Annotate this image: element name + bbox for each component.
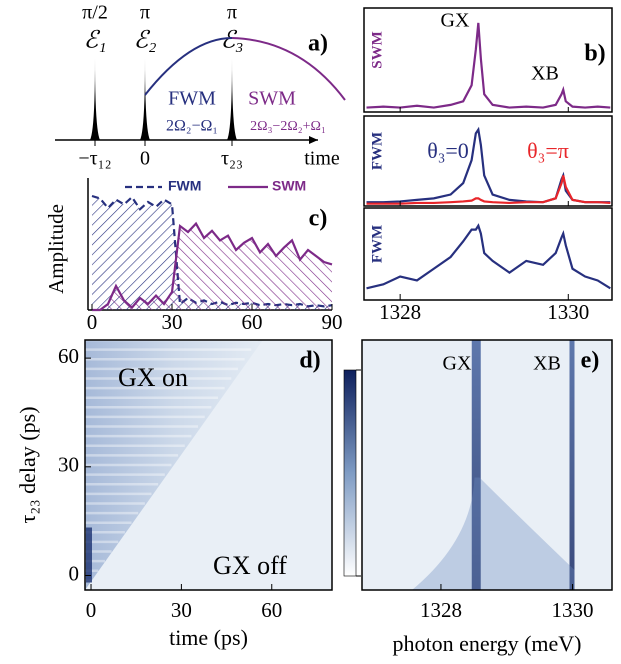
panel-label: d)	[299, 348, 320, 374]
y-label: FWM	[369, 225, 385, 263]
y-tick-label: 60	[58, 344, 79, 368]
annotation: GX	[443, 353, 472, 375]
pulse	[140, 58, 150, 140]
y-tick-label: 30	[58, 453, 79, 477]
panel-label: b)	[584, 41, 605, 67]
annotation: XB	[531, 63, 559, 85]
label: SWM	[248, 88, 296, 110]
x-tick-label: 90	[322, 310, 343, 334]
label: ℰ₂	[134, 28, 157, 54]
heatmap-line	[471, 340, 481, 590]
y-tick-label: 0	[69, 561, 80, 585]
x-tick-label: 1330	[547, 300, 589, 324]
heatmap-spot	[86, 527, 92, 583]
axis-label: time (ps)	[169, 625, 248, 650]
signal-curve	[144, 37, 233, 96]
label: ℰ₃	[221, 28, 244, 54]
pulse	[90, 58, 100, 140]
legend-entry: θ₃=0	[427, 138, 469, 163]
label: π	[227, 2, 237, 24]
y-label: FWM	[369, 132, 385, 170]
heatmap-region	[85, 340, 263, 590]
legend-entry: θ₃=π	[527, 138, 569, 163]
x-tick-label: 60	[242, 310, 263, 334]
x-tick-label: 1330	[552, 598, 594, 622]
frame	[363, 115, 613, 207]
axis-label: time	[304, 148, 340, 170]
axis-label: photon energy (meV)	[393, 631, 582, 656]
colorbar	[343, 369, 357, 577]
x-tick-label: 30	[162, 310, 183, 334]
frame	[84, 339, 333, 591]
annotation: XB	[533, 353, 561, 375]
panel-label: e)	[581, 348, 600, 374]
annotation: GX off	[213, 551, 287, 580]
label: 2Ω₂−Ω₁	[166, 118, 218, 135]
heatmap-flare	[412, 477, 575, 590]
panel-label: c)	[309, 206, 328, 232]
label: 2Ω₃−2Ω₂+Ω₁	[250, 119, 326, 134]
panel-label: a)	[308, 31, 328, 57]
frame	[361, 339, 613, 591]
frame	[363, 7, 613, 113]
frame	[363, 207, 613, 301]
hatched-area	[92, 196, 332, 310]
label: FWM	[168, 88, 216, 110]
signal-curve	[231, 37, 346, 101]
series-line	[366, 126, 611, 204]
hatched-area	[92, 223, 332, 310]
pulse	[227, 58, 237, 140]
axis-label: τ₂₃ delay (ps)	[15, 406, 40, 523]
y-label: Amplitude	[44, 204, 68, 294]
x-tick-label: 0	[87, 310, 98, 334]
x-tick-label: 60	[261, 598, 282, 622]
label: ℰ₁	[84, 28, 107, 54]
label: −τ₁₂	[78, 148, 111, 170]
legend-entry: FWM	[168, 178, 201, 194]
label: 0	[140, 148, 150, 170]
annotation: GX on	[118, 363, 188, 392]
series-line	[366, 223, 611, 290]
series-line	[366, 22, 611, 109]
label: π/2	[82, 2, 108, 24]
annotation: GX	[441, 10, 470, 32]
label: τ₂₃	[221, 148, 243, 170]
heatmap-line	[569, 340, 575, 590]
x-tick-label: 0	[86, 598, 97, 622]
x-tick-label: 30	[171, 598, 192, 622]
series-line	[92, 221, 333, 312]
series-line	[366, 175, 611, 205]
arrow-head	[309, 136, 318, 144]
label: π	[140, 2, 150, 24]
x-tick-label: 1328	[379, 300, 421, 324]
legend-entry: SWM	[272, 178, 306, 194]
x-tick-label: 1328	[420, 598, 462, 622]
y-label: SWM	[369, 31, 385, 69]
